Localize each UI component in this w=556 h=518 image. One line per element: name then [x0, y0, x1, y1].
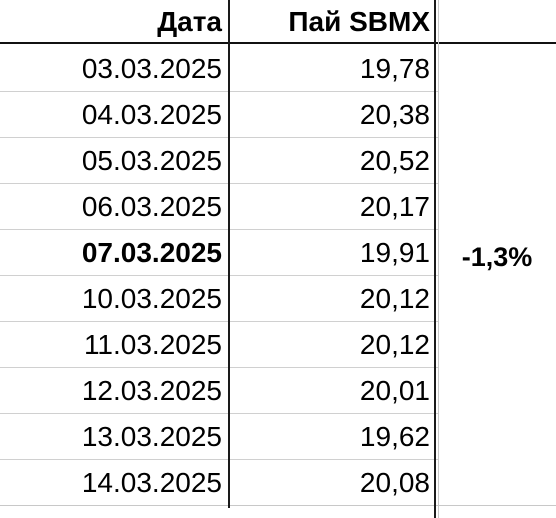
cell-date-8[interactable]: 12.03.2025: [81, 375, 222, 406]
cell-change[interactable]: -1,3%: [461, 242, 533, 272]
row-divider: [0, 505, 556, 506]
cell-date-10[interactable]: 14.03.2025: [81, 467, 222, 498]
column-border: [434, 0, 436, 518]
row-divider: [0, 321, 438, 322]
cell-value-3[interactable]: 20,52: [359, 145, 430, 176]
cell-date-1[interactable]: 03.03.2025: [81, 53, 222, 84]
row-divider: [0, 137, 438, 138]
row-divider: [0, 91, 438, 92]
cell-value-5[interactable]: 19,91: [359, 237, 430, 268]
row-divider: [0, 183, 438, 184]
column-border: [228, 0, 230, 508]
column-border: [438, 0, 439, 518]
cell-date-2[interactable]: 04.03.2025: [81, 99, 222, 130]
cell-value-6[interactable]: 20,12: [359, 283, 430, 314]
row-divider: [0, 413, 438, 414]
cell-value-10[interactable]: 20,08: [359, 467, 430, 498]
cell-date-7[interactable]: 11.03.2025: [83, 329, 222, 360]
cell-value-8[interactable]: 20,01: [359, 375, 430, 406]
cell-date-5[interactable]: 07.03.2025: [81, 237, 222, 268]
cell-date-9[interactable]: 13.03.2025: [81, 421, 222, 452]
cell-value-9[interactable]: 19,62: [359, 421, 430, 452]
cell-value-4[interactable]: 20,17: [359, 191, 430, 222]
cell-date-4[interactable]: 06.03.2025: [81, 191, 222, 222]
header-rule: [0, 42, 556, 44]
cell-date-3[interactable]: 05.03.2025: [81, 145, 222, 176]
cell-value-2[interactable]: 20,38: [359, 99, 430, 130]
row-divider: [0, 229, 438, 230]
row-divider: [0, 367, 438, 368]
header-date[interactable]: Дата: [157, 6, 222, 37]
cell-value-7[interactable]: 20,12: [359, 329, 430, 360]
row-divider: [0, 459, 438, 460]
cell-value-1[interactable]: 19,78: [359, 53, 430, 84]
cell-date-6[interactable]: 10.03.2025: [81, 283, 222, 314]
header-sbmx[interactable]: Пай SBMX: [288, 6, 430, 37]
row-divider: [0, 275, 438, 276]
